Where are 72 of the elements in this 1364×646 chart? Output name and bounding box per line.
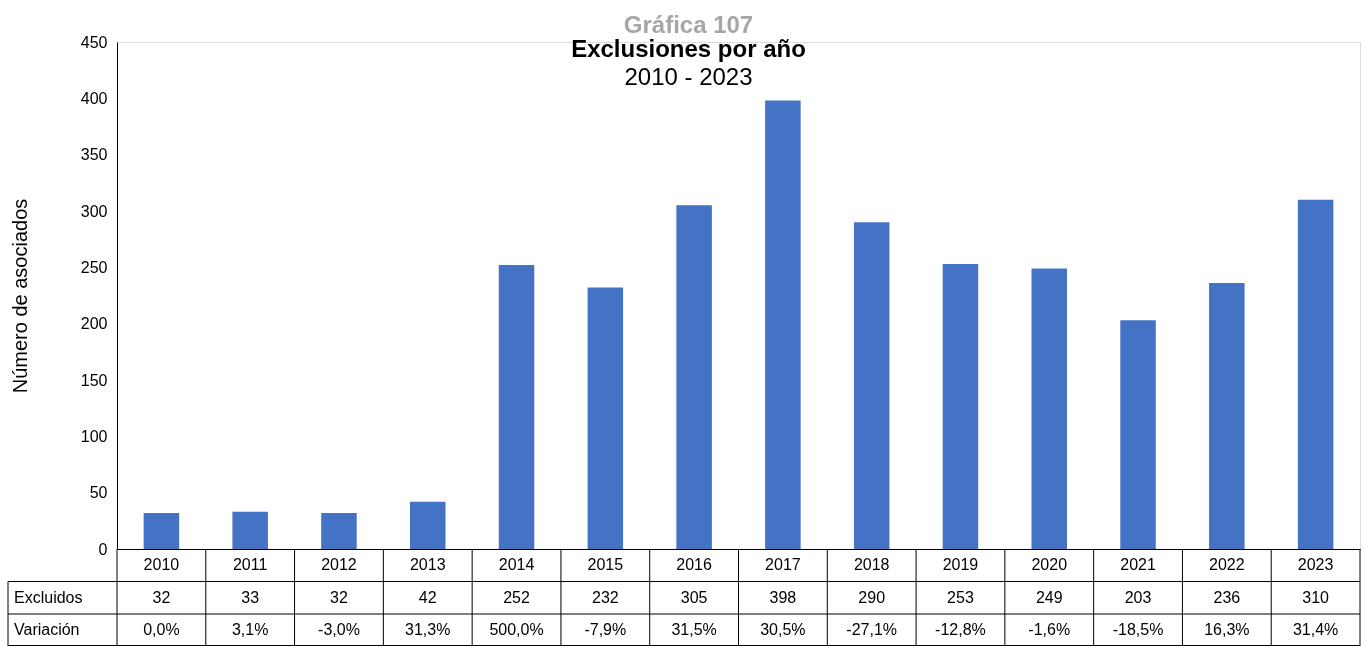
bar — [409, 501, 446, 549]
text: Gráfica 107 — [623, 11, 754, 38]
x-tick-label: 2021 — [1120, 556, 1156, 574]
data-label: 305 — [680, 588, 708, 606]
text: -3,0% — [318, 621, 360, 639]
data-label: 203 — [1124, 588, 1152, 606]
chart-title: Exclusiones por año — [571, 35, 806, 62]
data-label: 253 — [947, 588, 974, 606]
x-tick-label: 2020 — [1031, 556, 1068, 574]
bar — [587, 287, 624, 549]
data-label: 42 — [418, 588, 437, 606]
data-label: 236 — [1213, 588, 1241, 606]
data-label: 32 — [152, 588, 171, 606]
y-tick-label: 400 — [80, 89, 108, 107]
text: 16,3% — [1204, 621, 1250, 639]
y-tick-label: 450 — [80, 33, 108, 51]
data-label: 290 — [858, 588, 886, 606]
bar — [676, 205, 712, 549]
x-tick-label: 2011 — [232, 556, 268, 574]
text: 30,5% — [760, 621, 806, 639]
text: 31,3% — [405, 621, 451, 639]
x-tick-label: 2015 — [587, 556, 624, 574]
bar — [942, 263, 979, 549]
y-tick-label: 300 — [80, 202, 108, 220]
bar — [1031, 268, 1068, 549]
y-tick-label: 150 — [80, 371, 108, 389]
y-tick-label: 250 — [80, 258, 108, 276]
x-tick-label: 2023 — [1297, 556, 1334, 574]
bar — [321, 512, 357, 549]
bar — [1120, 320, 1156, 549]
y-tick-label: 350 — [80, 146, 108, 164]
data-label: 33 — [241, 588, 260, 606]
text: -7,9% — [584, 621, 627, 639]
bar — [1209, 283, 1245, 549]
text: -18,5% — [1112, 621, 1164, 639]
text: 2010 - 2023 — [624, 63, 753, 90]
y-tick-label: 50 — [89, 484, 108, 502]
data-label: 310 — [1302, 588, 1330, 606]
y-tick-label: 0 — [98, 540, 108, 558]
text: 31,4% — [1292, 621, 1339, 639]
x-tick-label: 2018 — [853, 556, 890, 574]
text: 500,0% — [489, 621, 544, 639]
bar — [853, 222, 890, 549]
y-tick-label: 100 — [80, 427, 108, 445]
x-tick-label: 2013 — [409, 556, 446, 574]
y-axis-title: Número de asociados — [8, 198, 31, 394]
x-tick-label: 2022 — [1209, 556, 1245, 574]
text: 3,1% — [231, 621, 269, 639]
data-label: 32 — [330, 588, 348, 606]
x-tick-label: 2010 — [143, 556, 180, 574]
data-label: 252 — [503, 588, 530, 606]
text: 0,0% — [143, 621, 180, 639]
x-tick-label: 2014 — [498, 556, 535, 574]
bar — [143, 512, 180, 549]
bar — [765, 100, 801, 549]
data-label: 398 — [769, 588, 797, 606]
x-tick-label: 2012 — [321, 556, 357, 574]
bar — [1297, 199, 1334, 549]
bar — [498, 265, 535, 549]
text: Variación — [14, 621, 80, 639]
y-tick-label: 200 — [80, 315, 108, 333]
text: -1,6% — [1028, 621, 1071, 639]
text: Excluidos — [14, 588, 83, 606]
text: -12,8% — [935, 621, 986, 639]
x-tick-label: 2017 — [765, 556, 801, 574]
data-label: 249 — [1035, 588, 1063, 606]
x-tick-label: 2016 — [676, 556, 713, 574]
text: -27,1% — [846, 621, 898, 639]
x-tick-label: 2019 — [942, 556, 979, 574]
data-label: 232 — [591, 588, 619, 606]
text: 31,5% — [671, 621, 717, 639]
bar — [232, 511, 268, 549]
